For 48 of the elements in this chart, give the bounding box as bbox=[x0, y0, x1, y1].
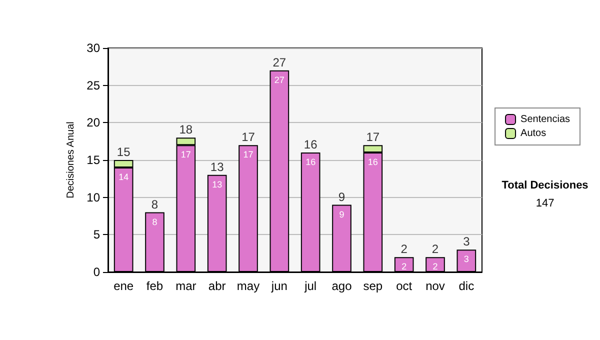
y-tick-label: 25 bbox=[86, 78, 100, 92]
total-label: 17 bbox=[242, 130, 256, 144]
x-tick-label: may bbox=[236, 279, 260, 293]
x-tick-label: jun bbox=[270, 279, 288, 293]
total-label: 17 bbox=[366, 130, 380, 144]
total-label: 15 bbox=[116, 145, 131, 159]
total-label: 27 bbox=[272, 55, 286, 70]
y-tick-label: 5 bbox=[93, 228, 100, 242]
x-tick-label: abr bbox=[208, 279, 226, 293]
x-tick-label: sep bbox=[363, 279, 383, 293]
y-tick-label: 0 bbox=[93, 265, 100, 279]
data-label: 2 bbox=[402, 262, 407, 272]
y-tick-label: 10 bbox=[86, 190, 100, 204]
x-tick-label: nov bbox=[426, 279, 445, 293]
x-tick-label: feb bbox=[146, 279, 164, 293]
data-label: 17 bbox=[180, 150, 191, 160]
data-label: 17 bbox=[243, 150, 254, 160]
data-label: 13 bbox=[212, 179, 222, 190]
total-label: 8 bbox=[151, 197, 158, 212]
x-tick-label: dic bbox=[458, 279, 474, 293]
data-label: 9 bbox=[339, 209, 344, 220]
data-label: 8 bbox=[152, 216, 158, 227]
x-tick-label: ago bbox=[332, 279, 352, 293]
total-label: 3 bbox=[463, 234, 470, 249]
total-label: 16 bbox=[304, 138, 318, 152]
total-label: 13 bbox=[210, 160, 224, 174]
x-tick-label: mar bbox=[176, 279, 196, 293]
y-axis-title: Decisiones Anual bbox=[65, 122, 76, 198]
x-tick-label: oct bbox=[396, 279, 413, 293]
total-label: 2 bbox=[400, 242, 408, 256]
data-label: 16 bbox=[306, 157, 316, 168]
x-tick-label: ene bbox=[114, 279, 134, 293]
x-tick-label: jul bbox=[304, 279, 317, 293]
total-label: 18 bbox=[179, 122, 193, 137]
data-label: 16 bbox=[368, 157, 378, 168]
legend-label: Sentencias bbox=[520, 114, 570, 125]
y-tick-label: 15 bbox=[86, 153, 100, 167]
legend-label: Autos bbox=[520, 128, 546, 139]
total-label: 9 bbox=[338, 190, 346, 204]
data-label: 3 bbox=[464, 254, 469, 264]
data-label: 14 bbox=[118, 172, 129, 182]
data-label: 2 bbox=[432, 262, 438, 272]
data-label: 27 bbox=[274, 74, 284, 85]
total-label: 2 bbox=[432, 242, 439, 256]
text: Total Decisiones bbox=[502, 180, 588, 192]
y-tick-label: 20 bbox=[86, 116, 100, 130]
y-tick-label: 30 bbox=[86, 41, 100, 55]
text: 147 bbox=[536, 198, 554, 210]
